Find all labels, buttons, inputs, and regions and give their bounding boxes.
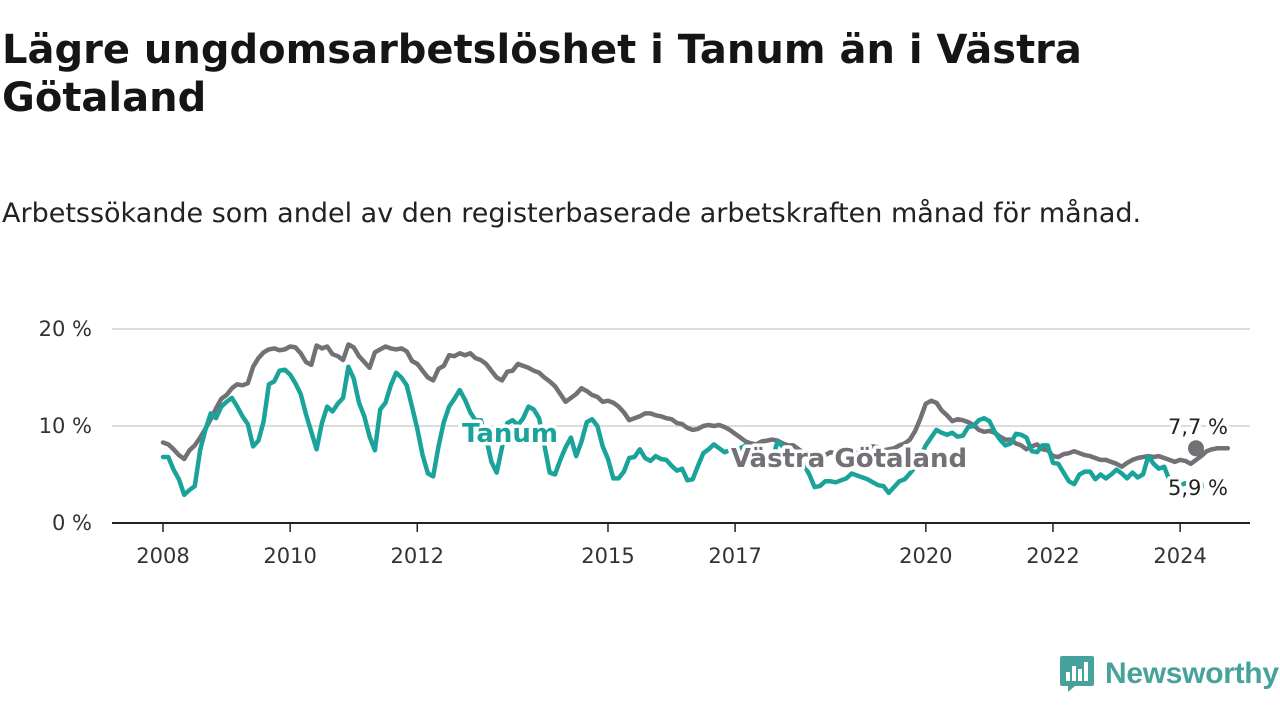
end-value-vastra-gotaland: 7,7 %	[1168, 415, 1228, 439]
series-lines	[160, 342, 1231, 498]
brand-name: Newsworthy	[1105, 657, 1279, 690]
chart-subtitle: Arbetssökande som andel av den registerb…	[2, 198, 1142, 229]
y-tick-label: 20 %	[39, 317, 92, 341]
x-tick-label: 2020	[899, 544, 952, 568]
x-axis-ticks: 2008 2010 2012 2015 2017 2020 2022 2024	[136, 523, 1207, 568]
end-value-tanum: 5,9 %	[1168, 476, 1228, 500]
x-tick-label: 2024	[1153, 544, 1206, 568]
y-tick-label: 0 %	[52, 511, 92, 535]
newsworthy-logo-icon	[1060, 656, 1094, 692]
series-line-tanum	[160, 364, 1199, 498]
end-point-tanum	[1188, 478, 1204, 495]
newsworthy-logo: Newsworthy	[1059, 654, 1279, 694]
x-tick-label: 2022	[1026, 544, 1079, 568]
series-label-vastra-gotaland: Västra Götaland	[731, 444, 967, 474]
series-labels: Tanum Västra Götaland 7,7 % 5,9 %	[458, 412, 1231, 504]
y-tick-label: 10 %	[39, 414, 92, 438]
end-point-vastra-gotaland	[1188, 440, 1204, 457]
x-tick-label: 2017	[708, 544, 761, 568]
series-label-tanum: Tanum	[462, 419, 558, 449]
x-tick-label: 2010	[263, 544, 316, 568]
y-axis-ticks: 0 % 10 % 20 %	[39, 317, 92, 535]
series-line-vastra-gotaland	[160, 342, 1231, 469]
x-tick-label: 2015	[581, 544, 634, 568]
x-tick-label: 2012	[391, 544, 444, 568]
x-tick-label: 2008	[136, 544, 189, 568]
line-chart: 0 % 10 % 20 % 2008 2010 2012 2015 2017 2020 2022…	[39, 317, 1250, 568]
chart-title: Lägre ungdomsarbetslöshet i Tanum än i V…	[2, 27, 1082, 121]
